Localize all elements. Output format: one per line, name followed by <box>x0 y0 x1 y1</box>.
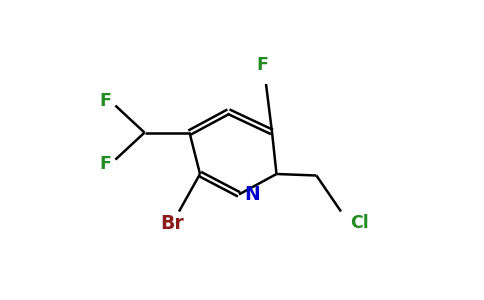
Text: F: F <box>100 155 111 173</box>
Text: N: N <box>244 185 260 204</box>
Text: Cl: Cl <box>350 214 369 232</box>
Text: F: F <box>100 92 111 110</box>
Text: F: F <box>257 56 268 74</box>
Text: Br: Br <box>161 214 184 233</box>
